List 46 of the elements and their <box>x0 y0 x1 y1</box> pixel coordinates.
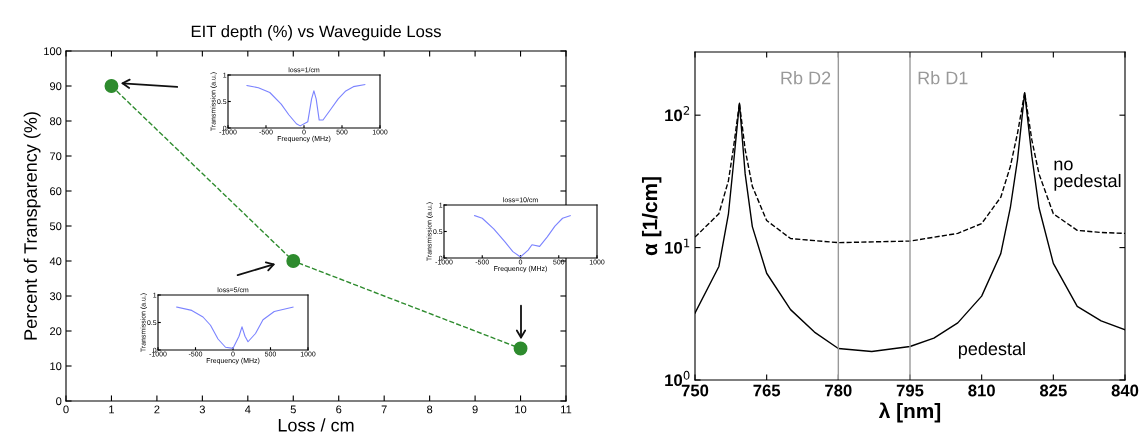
y-tick-label: 60 <box>50 187 62 196</box>
x-tick-label: 7 <box>381 405 387 414</box>
y-axis-title: α [1/cm] <box>641 177 662 256</box>
y-tick-label: 50 <box>49 222 62 231</box>
line-series <box>176 306 294 349</box>
y-tick-label: 10$^{2}$ <box>665 106 690 122</box>
x-tick-label: 2 <box>154 405 160 414</box>
ref-line-label: Rb D2 <box>781 71 831 85</box>
y-axis-title: Percent of Transparency (%) <box>23 112 41 340</box>
x-tick-label: 765 <box>753 384 781 397</box>
y-tick-label: 30 <box>49 292 62 301</box>
x-tick-label: 8 <box>427 405 433 414</box>
line-series <box>474 215 571 258</box>
x-axis-title: Loss / cm <box>278 418 354 432</box>
y-tick-label: 90 <box>50 82 62 91</box>
y-tick-label: 80 <box>49 117 62 126</box>
x-tick-label: 0 <box>63 405 69 414</box>
x-tick-label: 780 <box>825 384 852 397</box>
x-tick-label: 6 <box>336 405 342 414</box>
x-tick-label: 3 <box>199 405 205 414</box>
x-tick-label: 9 <box>472 405 478 414</box>
y-tick-label: 10 <box>50 362 62 371</box>
x-tick-label: 825 <box>1039 384 1067 397</box>
y-tick-label: 100 <box>44 47 62 56</box>
chart-title: EIT depth (%) vs Waveguide Loss <box>191 25 441 41</box>
ref-line-label: Rb D1 <box>918 71 968 85</box>
point <box>286 254 301 268</box>
x-tick-label: 5 <box>290 405 296 414</box>
x-tick-label: 10 <box>515 405 527 414</box>
x-tick-label: 810 <box>968 384 995 397</box>
point <box>513 341 528 356</box>
x-tick-label: 11 <box>561 405 572 414</box>
y-tick-label: 20 <box>50 327 62 336</box>
point <box>104 79 119 93</box>
y-tick-label: 0 <box>56 397 62 406</box>
y-tick-label: 10$^{1}$ <box>665 238 690 254</box>
x-axis-title: λ [nm] <box>878 402 941 423</box>
y-tick-label: 40 <box>49 257 62 266</box>
line-series <box>246 83 366 127</box>
x-tick-label: 4 <box>244 405 251 414</box>
y-tick-label: 70 <box>50 152 62 161</box>
x-tick-label: 795 <box>896 384 924 397</box>
x-tick-label: 1 <box>109 405 114 414</box>
series-label: no pedestal <box>1054 160 1121 191</box>
series-label: pedestal <box>958 341 1025 359</box>
x-tick-label: 840 <box>1111 384 1139 397</box>
